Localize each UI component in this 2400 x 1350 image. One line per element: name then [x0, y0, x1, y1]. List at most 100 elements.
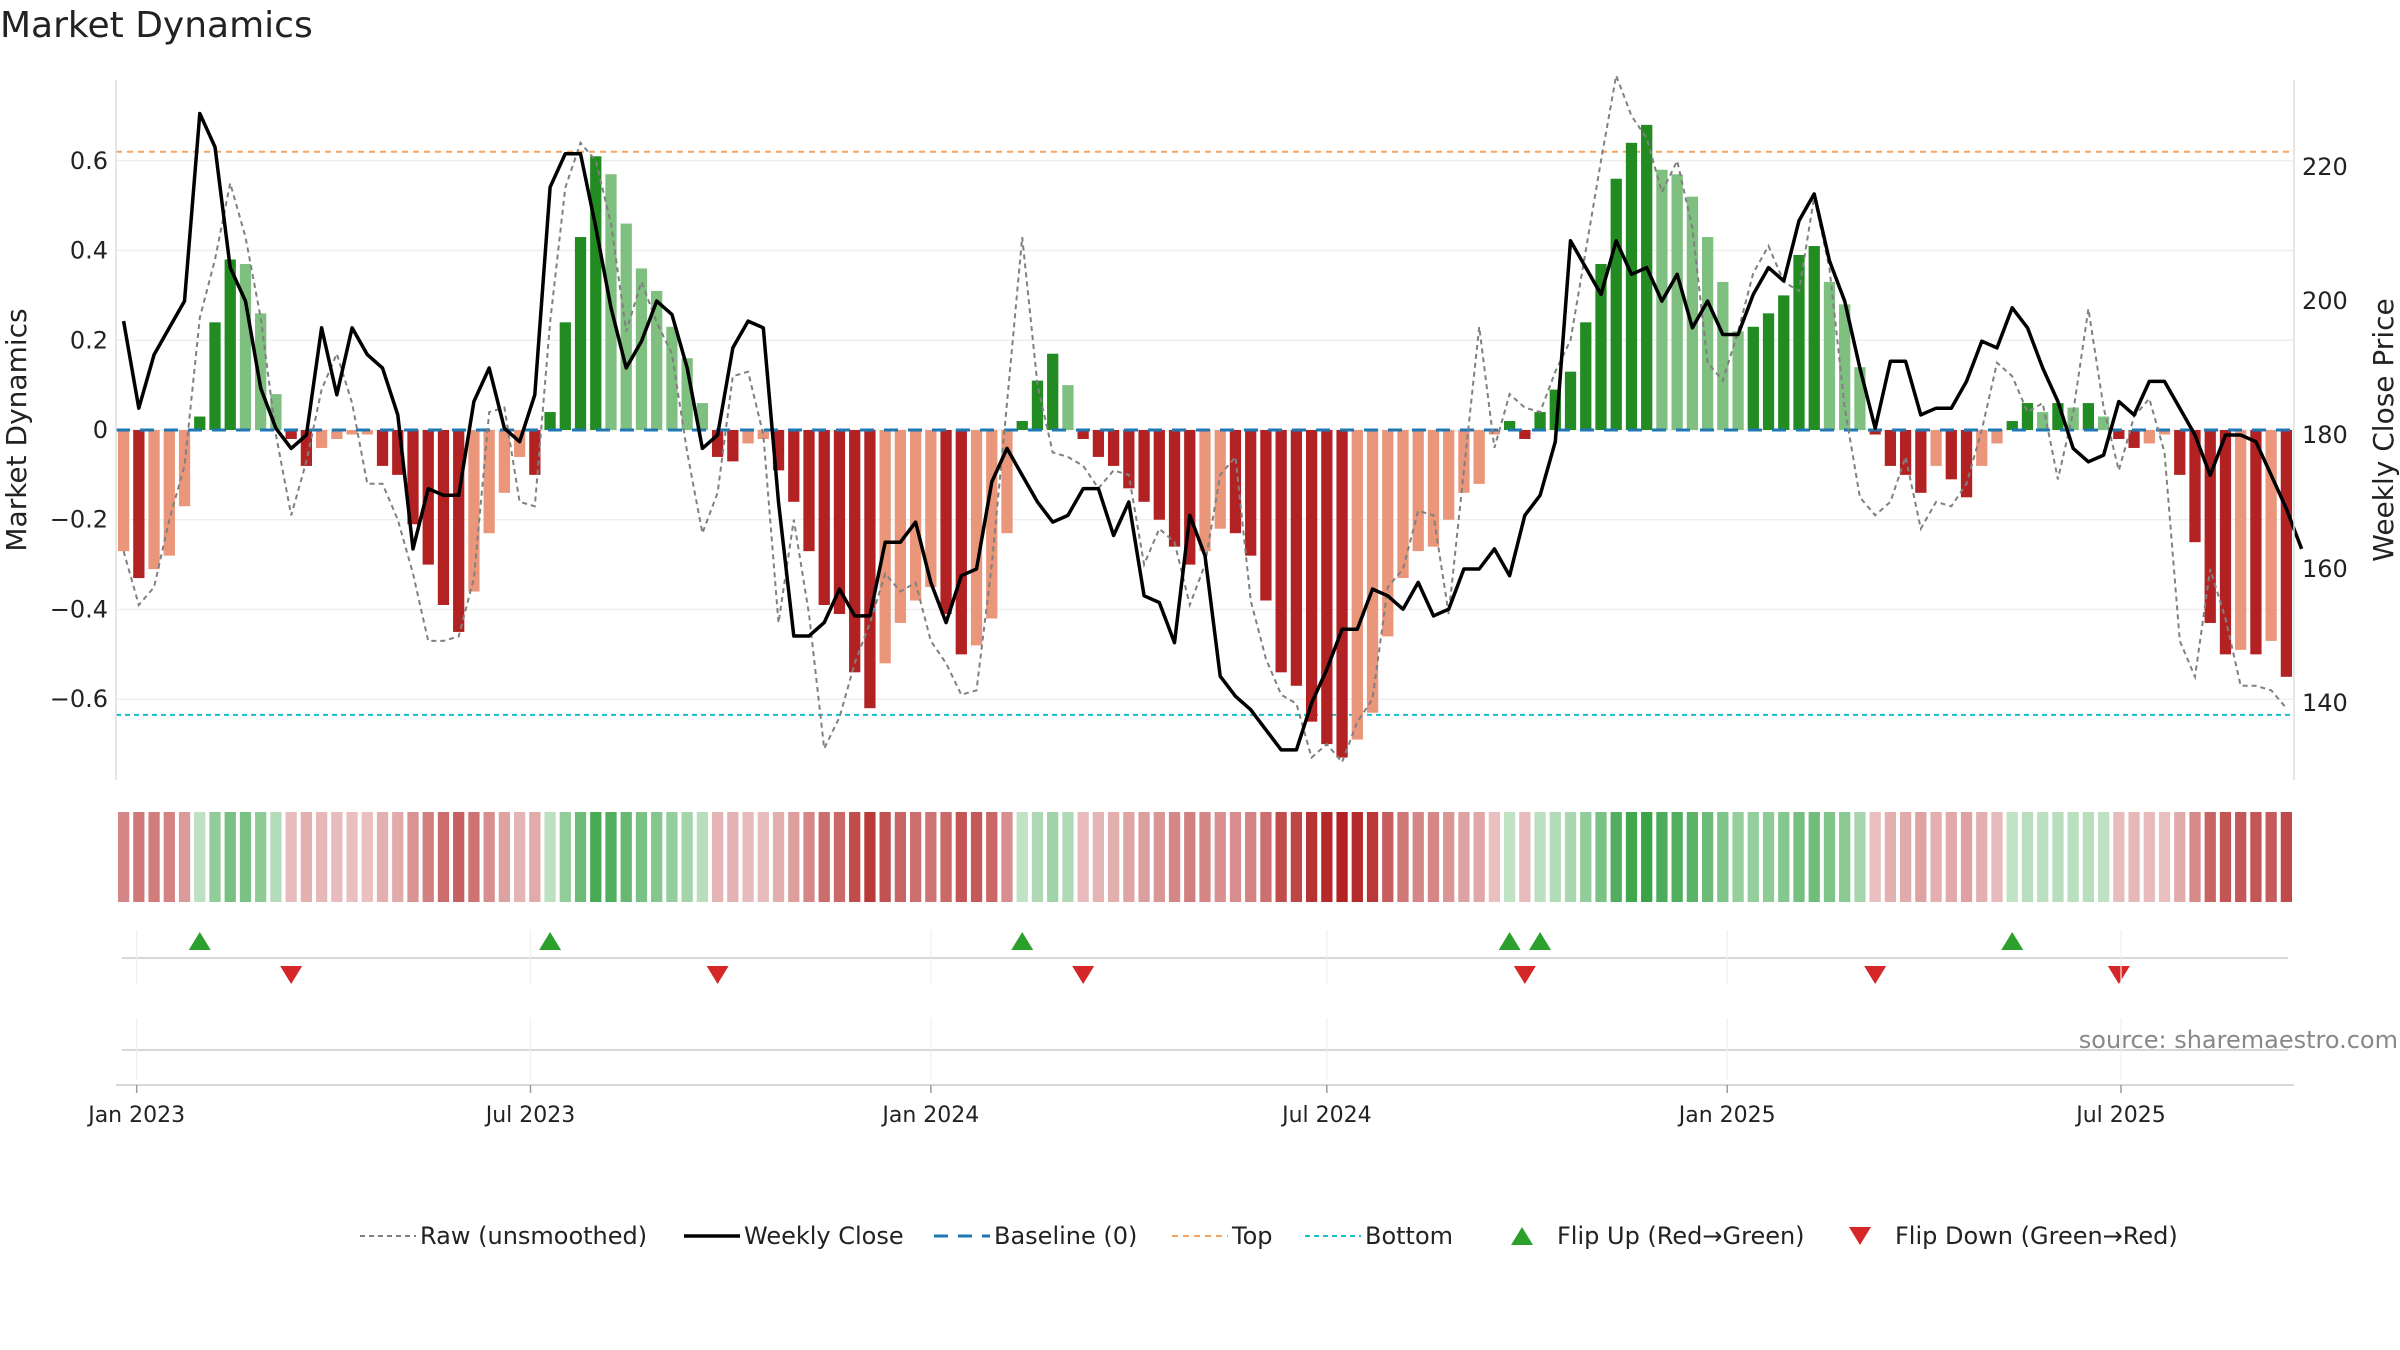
strip-cell-133	[2143, 812, 2155, 902]
dynamics-bar-55	[955, 430, 967, 655]
strip-cell-45	[803, 812, 815, 902]
dynamics-bar-96	[1580, 322, 1592, 430]
dynamics-bar-85	[1412, 430, 1424, 552]
dynamics-bar-66	[1123, 430, 1135, 489]
dynamics-bar-30	[574, 237, 587, 430]
dynamics-bar-121	[1960, 430, 1973, 498]
strip-cell-92	[1519, 812, 1531, 902]
strip-cell-38	[696, 812, 709, 902]
dynamics-bar-34	[635, 268, 648, 430]
strip-cell-108	[1762, 812, 1775, 902]
dynamics-bar-142	[2280, 430, 2293, 677]
dynamics-bar-68	[1153, 430, 1165, 520]
strip-cell-41	[742, 812, 754, 902]
strip-cell-73	[1229, 812, 1242, 902]
strip-cell-4	[178, 812, 191, 902]
dynamics-bar-113	[1839, 304, 1851, 430]
strip-cell-56	[970, 812, 983, 902]
strip-cell-83	[1382, 812, 1394, 902]
strip-cell-57	[986, 812, 998, 902]
strip-cell-34	[635, 812, 648, 902]
dynamics-bar-22	[453, 430, 465, 632]
strip-cell-80	[1336, 812, 1348, 902]
flip-down-marker-131	[2107, 966, 2130, 984]
dynamics-bar-48	[849, 430, 861, 673]
strip-cell-136	[2189, 812, 2201, 902]
legend-swatch-6	[1849, 1227, 1871, 1245]
dynamics-bar-59	[1016, 421, 1028, 430]
dynamics-bar-41	[742, 430, 754, 444]
dynamics-bar-130	[2097, 416, 2110, 430]
strip-cell-39	[711, 812, 724, 902]
dynamics-bar-67	[1138, 430, 1150, 502]
strip-cell-43	[772, 812, 785, 902]
dynamics-bar-53	[925, 430, 937, 588]
dynamics-bar-125	[2021, 403, 2034, 430]
strip-cell-78	[1305, 812, 1318, 902]
strip-cell-124	[2006, 812, 2018, 902]
strip-cell-44	[788, 812, 800, 902]
dynamics-bar-111	[1808, 246, 1820, 430]
strip-cell-63	[1077, 812, 1089, 902]
dynamics-bar-39	[711, 430, 724, 457]
strip-cell-107	[1747, 812, 1759, 902]
dynamics-bar-40	[727, 430, 739, 462]
strip-cell-1	[133, 812, 145, 902]
dynamics-bar-115	[1869, 430, 1881, 435]
source-note: source: sharemaestro.com	[2079, 1026, 2398, 1054]
dynamics-bar-140	[2250, 430, 2262, 655]
strip-cell-12	[300, 812, 313, 902]
x-tick-label-2: Jan 2024	[880, 1103, 979, 1128]
dynamics-bar-14	[331, 430, 343, 439]
strip-cell-23	[468, 812, 480, 902]
weekly-close-line	[121, 111, 2304, 752]
flip-up-marker-91	[1498, 932, 1521, 950]
dynamics-bar-24	[483, 430, 495, 534]
strip-cell-61	[1047, 812, 1059, 902]
dynamics-bar-6	[209, 322, 221, 430]
dynamics-bar-51	[894, 430, 907, 623]
strip-cell-138	[2219, 812, 2232, 902]
flip-down-marker-92	[1513, 966, 1536, 984]
strip-cell-110	[1793, 812, 1805, 902]
dynamics-bar-76	[1275, 430, 1287, 673]
legend-label-2: Baseline (0)	[994, 1222, 1137, 1250]
dynamics-bar-112	[1823, 281, 1836, 430]
dynamics-bar-86	[1427, 430, 1440, 547]
dynamics-bar-117	[1899, 430, 1912, 475]
strip-cell-109	[1778, 812, 1790, 902]
left-tick-label-1: −0.4	[50, 595, 108, 623]
dynamics-bar-141	[2265, 430, 2277, 641]
strip-cell-103	[1686, 812, 1699, 902]
strip-cell-5	[194, 812, 206, 902]
left-tick-label-0: −0.6	[50, 685, 108, 713]
dynamics-bar-118	[1915, 430, 1927, 493]
strip-cell-19	[407, 812, 419, 902]
flip-up-marker-59	[1011, 932, 1034, 950]
dynamics-bar-94	[1549, 389, 1561, 430]
legend-label-6: Flip Down (Green→Red)	[1895, 1222, 2178, 1250]
strip-cell-51	[894, 812, 907, 902]
left-tick-label-3: 0	[93, 416, 108, 444]
strip-cell-76	[1275, 812, 1287, 902]
dynamics-bar-128	[2067, 407, 2079, 430]
dynamics-bar-57	[986, 430, 998, 619]
dynamics-bar-28	[544, 412, 556, 430]
strip-cell-54	[940, 812, 952, 902]
dynamics-bar-44	[788, 430, 800, 502]
dynamics-bar-29	[559, 322, 571, 430]
dynamics-bar-98	[1610, 178, 1622, 430]
flip-up-marker-5	[188, 932, 211, 950]
left-axis-label: Market Dynamics	[0, 308, 33, 551]
strip-cell-87	[1443, 812, 1455, 902]
dynamics-bar-56	[970, 430, 983, 646]
dynamics-bar-79	[1321, 430, 1333, 745]
dynamics-bar-109	[1778, 295, 1790, 430]
dynamics-bar-71	[1199, 430, 1211, 552]
flip-up-marker-28	[539, 932, 562, 950]
strip-cell-128	[2067, 812, 2079, 902]
strip-cell-35	[651, 812, 663, 902]
strip-cell-121	[1960, 812, 1973, 902]
left-tick-label-5: 0.4	[70, 237, 108, 265]
